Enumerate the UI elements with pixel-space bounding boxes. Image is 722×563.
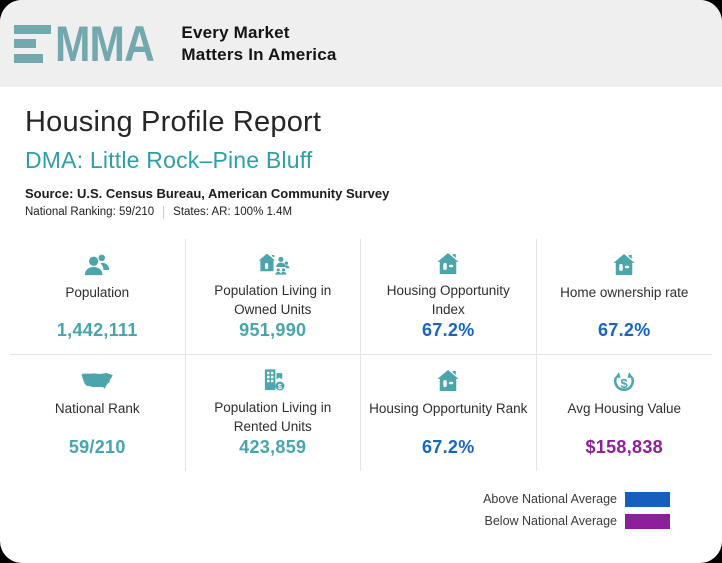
usa-map-icon	[80, 365, 114, 397]
stat-label: Housing Opportunity Rank	[369, 400, 528, 416]
stat-label: Avg Housing Value	[567, 400, 682, 416]
stat-value: 67.2%	[597, 319, 651, 340]
divider	[163, 205, 165, 219]
source-text: Source: U.S. Census Bureau, American Com…	[25, 185, 390, 201]
stat-card-home-ownership-rate: Home ownership rate 67.2%	[536, 239, 712, 355]
stat-card-rented-units: $ Population Living in Rented Units 423,…	[186, 354, 361, 471]
legend-label: Below National Average	[484, 514, 618, 529]
stat-value: 1,442,111	[56, 319, 138, 340]
stat-label: National Rank	[54, 400, 140, 416]
house-people-icon	[256, 249, 290, 279]
stat-label: Home ownership rate	[560, 284, 689, 300]
tagline-line2: Matters In America	[181, 44, 337, 64]
header: MMA Every Market Matters In America	[0, 0, 722, 87]
house-icon	[433, 249, 463, 279]
stat-value: 423,859	[239, 436, 307, 457]
tagline: Every Market Matters In America	[181, 22, 336, 66]
stat-value: $158,838	[585, 436, 663, 457]
page-title: Housing Profile Report	[25, 106, 322, 138]
tagline-line1: Every Market	[181, 22, 290, 42]
stat-label: Housing Opportunity Index	[386, 282, 510, 317]
national-ranking-text: National Ranking: 59/210	[25, 206, 155, 219]
legend: Above National Average Below National Av…	[0, 491, 670, 529]
legend-item-below: Below National Average	[484, 513, 670, 529]
dma-subtitle: DMA: Little Rock–Pine Bluff	[25, 147, 313, 174]
legend-swatch-blue	[625, 491, 670, 507]
stat-card-population: Population 1,442,111	[10, 238, 186, 355]
stat-card-housing-opportunity-index: Housing Opportunity Index 67.2%	[361, 238, 537, 355]
people-icon	[82, 249, 112, 281]
svg-text:$: $	[278, 382, 283, 391]
stat-value: 67.2%	[421, 436, 475, 457]
house-icon	[433, 365, 463, 397]
house-icon	[609, 249, 639, 281]
stat-value: 951,990	[239, 319, 307, 340]
stat-card-avg-housing-value: $ Avg Housing Value $158,838	[537, 355, 713, 471]
stat-value: 59/210	[68, 436, 126, 457]
stat-card-national-rank: National Rank 59/210	[10, 354, 186, 471]
emma-logo-e-icon	[14, 24, 51, 63]
svg-text:$: $	[621, 376, 629, 391]
emma-logo: MMA	[14, 19, 171, 69]
stat-label: Population Living in Owned Units	[214, 282, 332, 317]
states-text: States: AR: 100% 1.4M	[173, 206, 293, 219]
stats-grid: Population 1,442,111 Population Liv	[10, 238, 713, 471]
stat-card-housing-opportunity-rank: Housing Opportunity Rank 67.2%	[361, 354, 537, 471]
emma-logo-text: MMA	[55, 15, 155, 72]
legend-swatch-purple	[625, 513, 670, 529]
stat-label: Population Living in Rented Units	[214, 399, 332, 434]
legend-item-above: Above National Average	[483, 491, 670, 507]
building-dollar-icon: $	[258, 365, 288, 396]
dollar-circle-icon: $	[609, 365, 639, 397]
stat-value: 67.2%	[421, 319, 475, 340]
ranking-line: National Ranking: 59/210 States: AR: 100…	[25, 205, 697, 219]
legend-label: Above National Average	[483, 492, 617, 507]
stat-label: Population	[65, 284, 130, 300]
stat-card-owned-units: Population Living in Owned Units 951,990	[185, 238, 361, 355]
